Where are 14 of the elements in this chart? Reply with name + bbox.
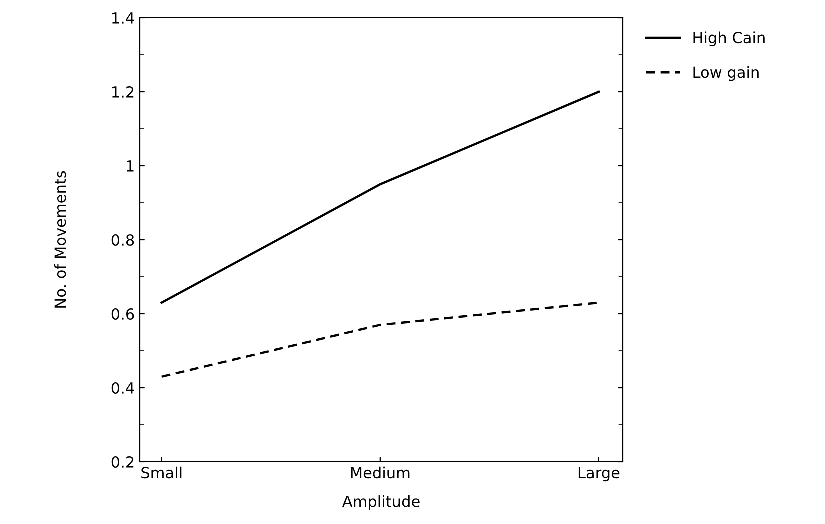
x-tick-label: Medium bbox=[351, 466, 410, 479]
legend-label: Low gain bbox=[694, 66, 759, 82]
y-tick-label: 0.6 bbox=[112, 308, 134, 320]
y-axis-title: No. of Movements bbox=[54, 171, 66, 308]
legend-label: High Cain bbox=[694, 32, 765, 47]
y-tick-label: 0.4 bbox=[112, 382, 134, 394]
y-tick-label: 1.4 bbox=[112, 12, 134, 24]
y-tick-label: 0.2 bbox=[112, 456, 134, 468]
x-tick-label: Small bbox=[142, 466, 182, 479]
y-tick-label: 1 bbox=[127, 160, 134, 172]
y-tick-label: 1.2 bbox=[112, 86, 134, 98]
y-tick-label: 0.8 bbox=[112, 234, 134, 246]
x-axis-title: Amplitude bbox=[342, 496, 420, 510]
x-tick-label: Large bbox=[578, 467, 620, 482]
